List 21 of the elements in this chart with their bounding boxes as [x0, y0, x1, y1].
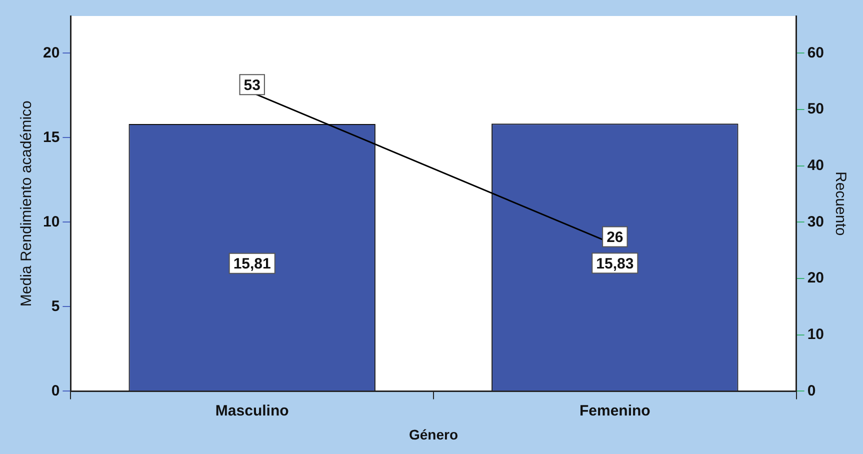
y-tick-label: 5: [51, 298, 60, 315]
y2-tick-label: 50: [807, 100, 824, 118]
y-axis-title: Media Rendimiento académico: [18, 100, 36, 307]
y2-tick-label: 20: [807, 270, 824, 287]
data-label: 15,81: [233, 255, 271, 272]
y-tick-label: 0: [51, 382, 60, 400]
data-label: 26: [606, 228, 624, 246]
y2-tick-label: 40: [807, 156, 824, 174]
y2-tick-label: 10: [807, 326, 824, 344]
y2-tick-label: 60: [807, 44, 824, 62]
y-tick-label: 15: [42, 128, 60, 146]
y-tick-label: 20: [42, 44, 60, 62]
y2-axis-title: Recuento: [832, 171, 849, 236]
x-tick-label: Masculino: [215, 402, 289, 420]
x-axis-title: Género: [408, 426, 458, 442]
data-label: 53: [244, 76, 260, 94]
data-label: 15,83: [596, 255, 634, 272]
y2-tick-label: 30: [807, 213, 824, 230]
y-tick-label: 10: [42, 213, 60, 230]
y2-tick-label: 0: [807, 382, 816, 400]
x-tick-label: Femenino: [579, 402, 650, 420]
